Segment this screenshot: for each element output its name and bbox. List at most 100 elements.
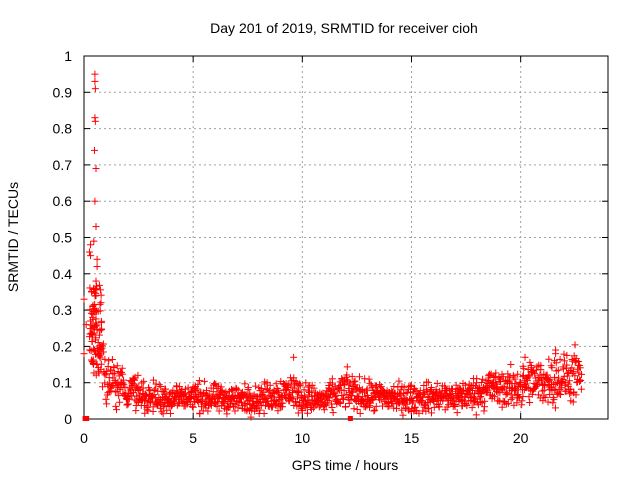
data-point bbox=[290, 353, 298, 361]
data-point bbox=[193, 397, 201, 405]
data-point bbox=[399, 411, 407, 419]
data-point bbox=[301, 392, 309, 400]
data-point bbox=[563, 361, 571, 369]
data-point bbox=[325, 393, 333, 401]
data-point bbox=[534, 381, 542, 389]
data-point bbox=[343, 376, 351, 384]
data-point bbox=[528, 390, 536, 398]
data-point bbox=[101, 371, 109, 379]
x-tick-label: 20 bbox=[513, 430, 529, 446]
data-point bbox=[486, 372, 494, 380]
data-point bbox=[95, 352, 103, 360]
data-point bbox=[416, 387, 424, 395]
data-point bbox=[91, 197, 99, 205]
y-tick-label: 0.7 bbox=[53, 157, 73, 173]
data-point bbox=[248, 406, 256, 414]
data-point bbox=[149, 403, 157, 411]
data-point bbox=[575, 357, 583, 365]
grid bbox=[84, 56, 608, 419]
data-point bbox=[461, 381, 469, 389]
data-point bbox=[425, 405, 433, 413]
data-point bbox=[274, 407, 282, 415]
data-point bbox=[256, 406, 264, 414]
data-point bbox=[80, 350, 88, 358]
y-axis-label: SRMTID / TECUs bbox=[5, 182, 21, 292]
data-point bbox=[90, 237, 98, 245]
data-point bbox=[130, 380, 138, 388]
data-point bbox=[346, 379, 354, 387]
data-point bbox=[372, 402, 380, 410]
data-point bbox=[322, 402, 330, 410]
data-point bbox=[366, 379, 374, 387]
data-point bbox=[504, 377, 512, 385]
data-point bbox=[88, 337, 96, 345]
data-point bbox=[368, 383, 376, 391]
data-point bbox=[99, 340, 107, 348]
data-point bbox=[88, 357, 96, 365]
data-point bbox=[300, 386, 308, 394]
data-point bbox=[302, 379, 310, 387]
data-point bbox=[533, 363, 541, 371]
data-point bbox=[102, 395, 110, 403]
data-point bbox=[509, 372, 517, 380]
data-point bbox=[490, 393, 498, 401]
data-point bbox=[116, 386, 124, 394]
y-tick-label: 0.1 bbox=[53, 375, 73, 391]
y-tick-label: 0.2 bbox=[53, 338, 73, 354]
data-point bbox=[538, 374, 546, 382]
data-point bbox=[226, 403, 234, 411]
x-tick-label: 15 bbox=[404, 430, 420, 446]
data-point bbox=[87, 241, 95, 249]
data-point bbox=[551, 404, 559, 412]
data-point bbox=[565, 368, 573, 376]
data-point bbox=[231, 401, 239, 409]
data-point bbox=[310, 404, 318, 412]
data-point bbox=[478, 390, 486, 398]
data-point bbox=[362, 387, 370, 395]
data-point bbox=[518, 397, 526, 405]
data-point bbox=[159, 410, 167, 418]
data-point bbox=[350, 378, 358, 386]
data-point bbox=[111, 369, 119, 377]
data-point bbox=[224, 391, 232, 399]
data-point bbox=[97, 326, 105, 334]
data-point bbox=[215, 407, 223, 415]
data-point bbox=[541, 394, 549, 402]
data-point bbox=[519, 372, 527, 380]
data-point bbox=[266, 381, 274, 389]
data-point bbox=[166, 410, 174, 418]
data-point bbox=[131, 376, 139, 384]
data-point bbox=[522, 380, 530, 388]
data-point bbox=[554, 366, 562, 374]
y-tick-label: 0.8 bbox=[53, 121, 73, 137]
data-point bbox=[411, 403, 419, 411]
x-tick-label: 5 bbox=[189, 430, 197, 446]
data-point bbox=[502, 388, 510, 396]
y-tick-label: 0.9 bbox=[53, 84, 73, 100]
data-point-zero bbox=[84, 416, 90, 421]
data-point bbox=[91, 77, 99, 85]
data-point bbox=[339, 395, 347, 403]
data-point bbox=[407, 381, 415, 389]
data-point bbox=[550, 396, 558, 404]
data-point bbox=[189, 403, 197, 411]
data-point bbox=[128, 381, 136, 389]
data-point bbox=[116, 398, 124, 406]
data-point bbox=[507, 395, 515, 403]
data-point bbox=[556, 385, 564, 393]
data-point bbox=[348, 387, 356, 395]
data-point bbox=[572, 391, 580, 399]
data-point bbox=[257, 385, 265, 393]
data-point bbox=[576, 364, 584, 372]
data-point bbox=[353, 405, 361, 413]
data-point bbox=[279, 399, 287, 407]
data-point bbox=[92, 334, 100, 342]
data-point bbox=[119, 370, 127, 378]
data-point bbox=[525, 372, 533, 380]
data-point bbox=[358, 396, 366, 404]
data-point bbox=[520, 365, 528, 373]
data-point bbox=[220, 389, 228, 397]
data-point bbox=[181, 402, 189, 410]
ticks: 00.10.20.30.40.50.60.70.80.910 5 10 15 20 bbox=[53, 48, 608, 446]
x-axis-label: GPS time / hours bbox=[292, 457, 399, 473]
